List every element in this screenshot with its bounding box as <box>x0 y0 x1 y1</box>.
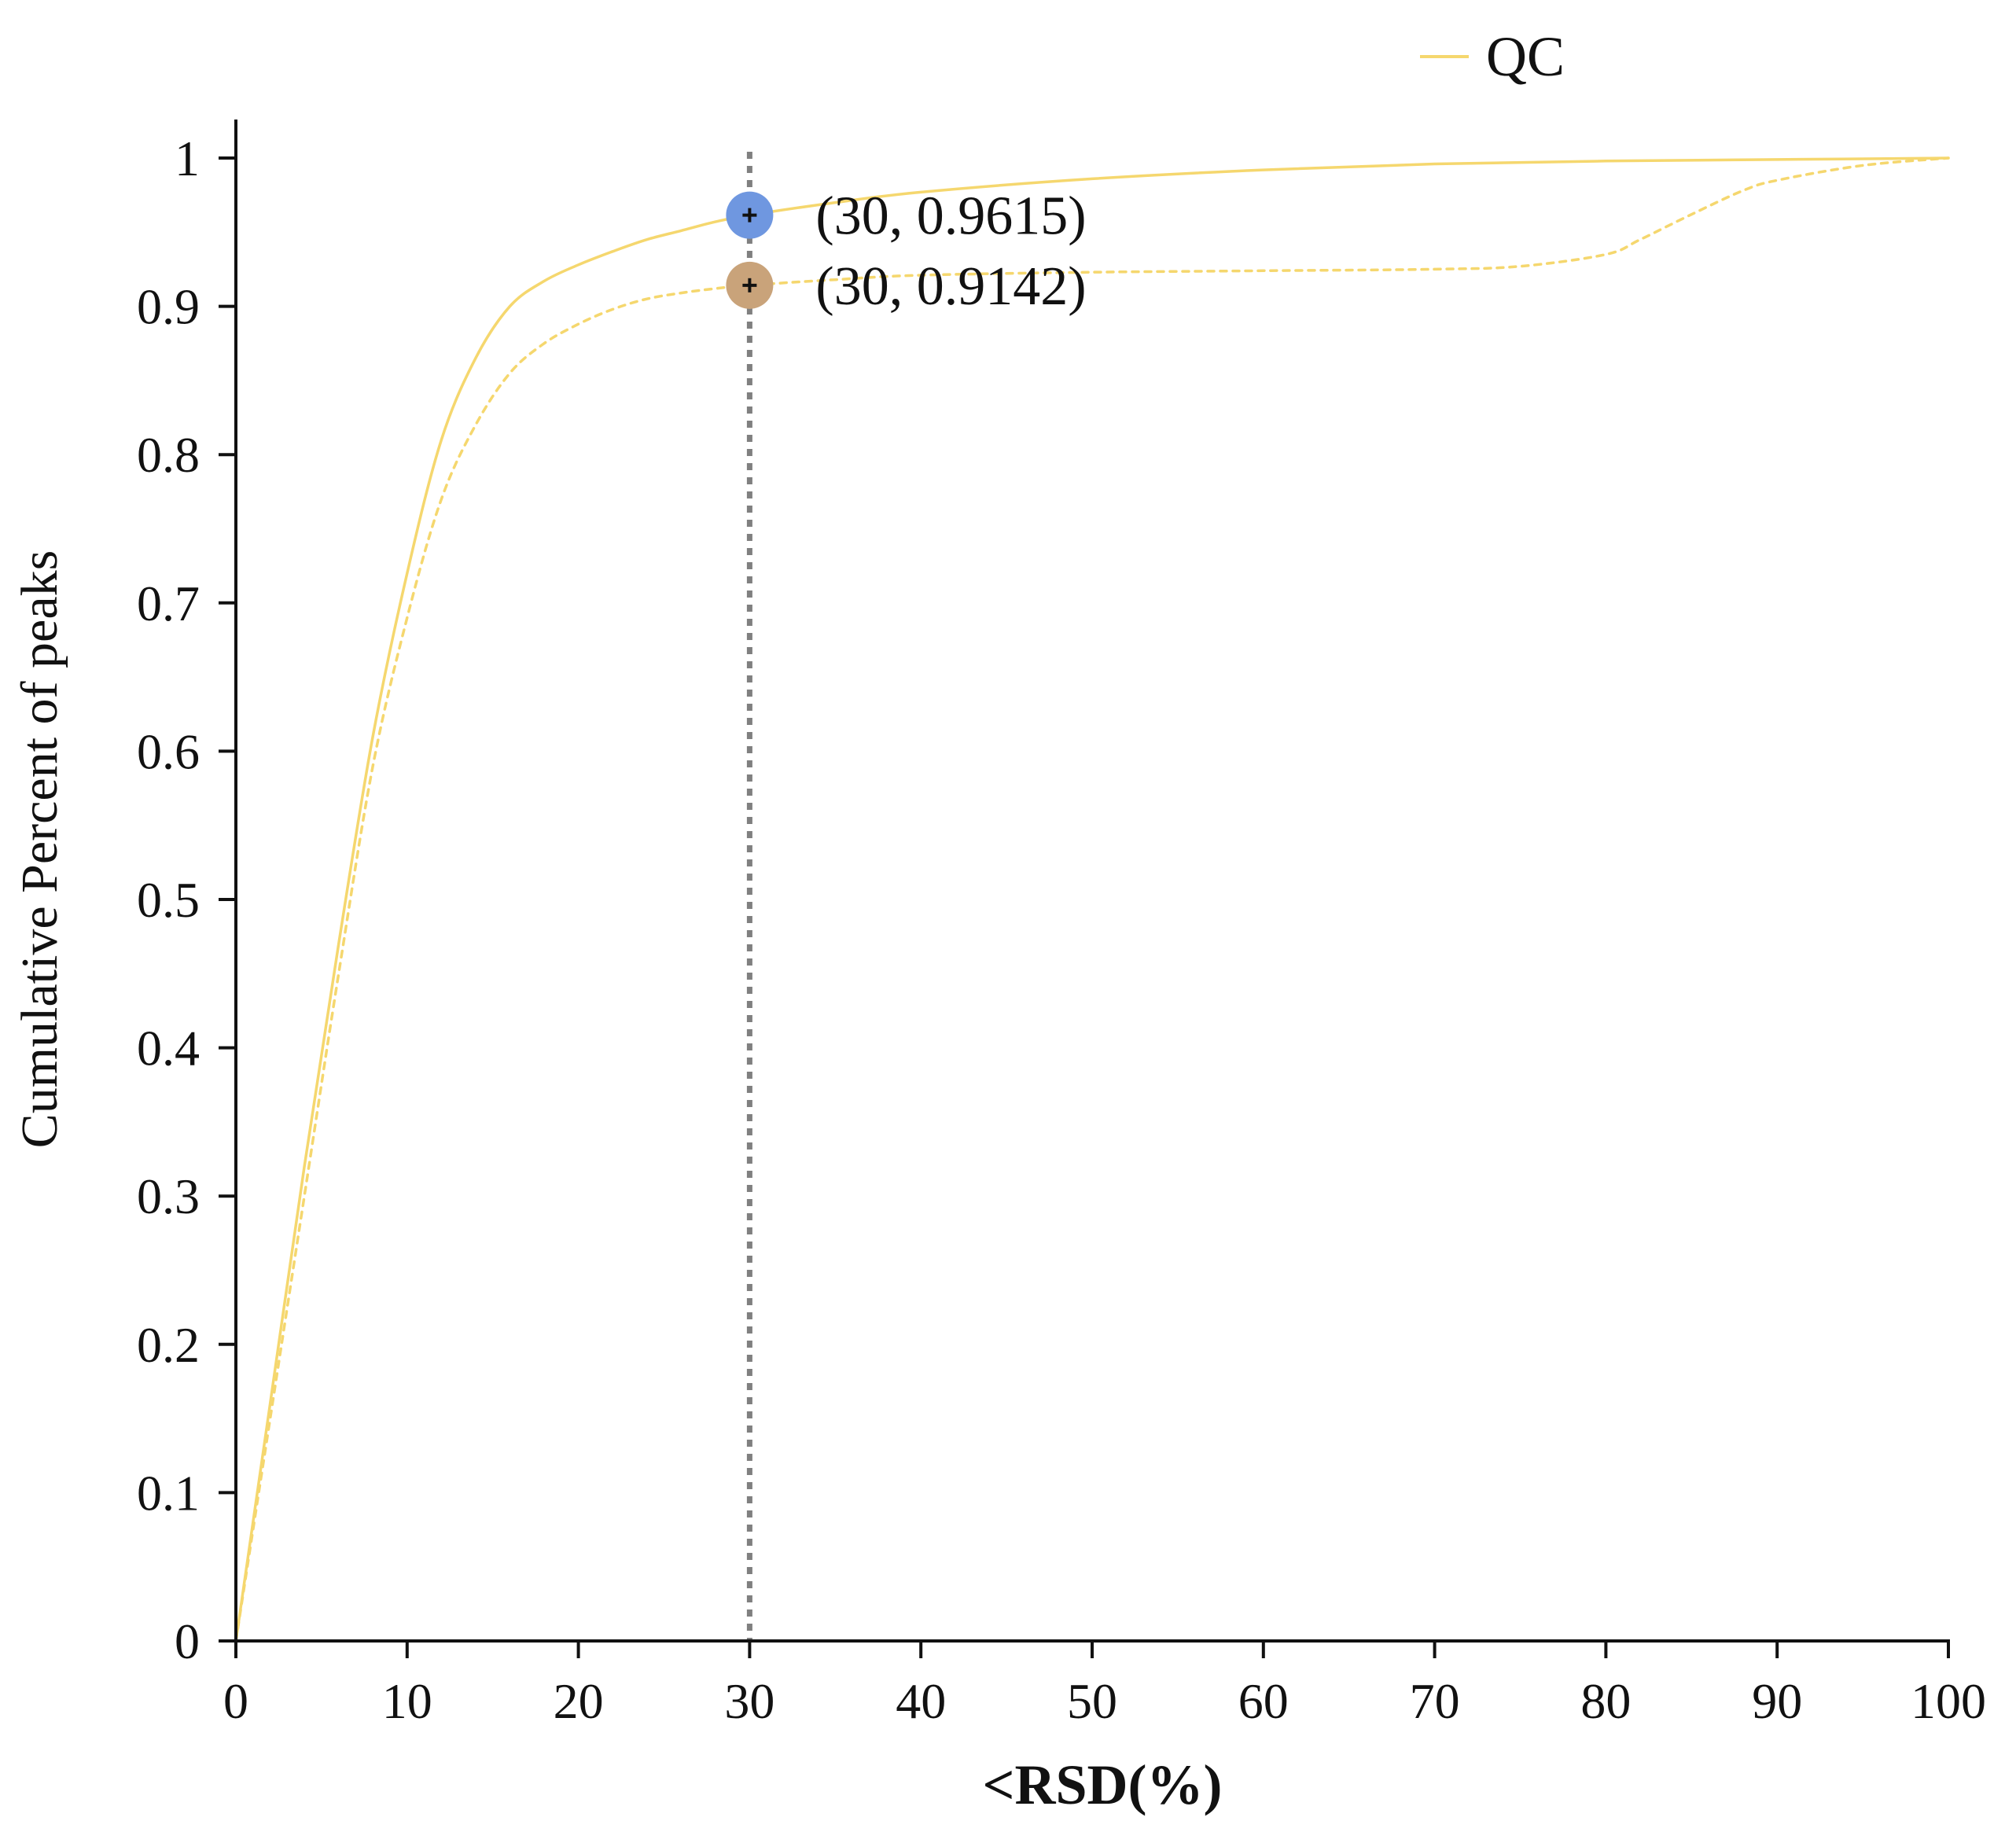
x-tick-label-1: 10 <box>382 1673 432 1729</box>
y-axis-title: Cumulative Percent of peaks <box>11 550 68 1149</box>
axes-layer <box>234 120 1950 1643</box>
y-tick-label-2: 0.2 <box>137 1317 200 1373</box>
y-tick-label-9: 0.9 <box>137 279 200 335</box>
y-tick-label-4: 0.4 <box>137 1021 200 1076</box>
y-tick-label-3: 0.3 <box>137 1168 200 1224</box>
annotation-label-1: (30, 0.9142) <box>815 256 1086 317</box>
x-tick-label-4: 40 <box>896 1673 946 1729</box>
y-tick-label-6: 0.6 <box>137 723 200 779</box>
series-line-qc-solid <box>234 156 1950 1643</box>
legend: QC <box>1420 25 1565 88</box>
annotation-markers: (30, 0.9615) (30, 0.9142) <box>726 186 1087 317</box>
x-tick-label-10: 100 <box>1911 1673 1986 1729</box>
x-tick-label-3: 30 <box>724 1673 774 1729</box>
x-tick-label-0: 0 <box>223 1673 248 1729</box>
y-tick-label-1: 0.1 <box>137 1465 200 1521</box>
x-tick-label-7: 70 <box>1410 1673 1460 1729</box>
series-line-qc-dashed <box>234 156 1950 1643</box>
x-tick-label-8: 80 <box>1580 1673 1631 1729</box>
x-ticks: 0 10 20 30 40 50 60 70 80 90 100 <box>223 1641 1986 1729</box>
y-tick-label-8: 0.8 <box>137 427 200 483</box>
legend-label-qc: QC <box>1486 25 1565 88</box>
x-tick-label-5: 50 <box>1067 1673 1117 1729</box>
y-tick-label-10: 1 <box>175 131 200 186</box>
x-tick-label-9: 90 <box>1752 1673 1802 1729</box>
curves-layer <box>234 156 1950 1643</box>
y-tick-label-7: 0.7 <box>137 576 200 631</box>
x-tick-label-2: 20 <box>554 1673 604 1729</box>
y-tick-label-0: 0 <box>175 1613 200 1669</box>
annotation-label-0: (30, 0.9615) <box>815 186 1086 247</box>
x-tick-label-6: 60 <box>1238 1673 1289 1729</box>
y-ticks: 0 0.1 0.2 0.3 0.4 0.5 0.6 0.7 0.8 0.9 1 <box>137 131 236 1669</box>
x-axis-title: <RSD(%) <box>982 1753 1222 1816</box>
y-tick-label-5: 0.5 <box>137 872 200 928</box>
